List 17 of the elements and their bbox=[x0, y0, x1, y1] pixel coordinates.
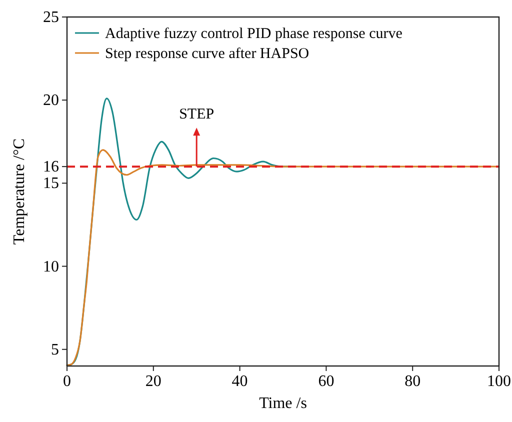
legend-label: Step response curve after HAPSO bbox=[105, 46, 310, 62]
y-tick-label: 10 bbox=[43, 258, 59, 276]
x-tick-label: 40 bbox=[232, 373, 248, 390]
y-tick-label: 16 bbox=[43, 158, 59, 176]
y-tick-label: 25 bbox=[43, 9, 59, 26]
x-tick-label: 0 bbox=[63, 373, 71, 390]
y-axis-title: Temperature /°C bbox=[11, 138, 28, 245]
x-tick-label: 20 bbox=[145, 373, 162, 390]
y-tick-label: 20 bbox=[43, 92, 59, 110]
y-tick-label: 15 bbox=[43, 175, 59, 192]
y-tick-label: 5 bbox=[51, 341, 59, 358]
legend-label: Adaptive fuzzy control PID phase response curve bbox=[105, 26, 403, 42]
annotation: STEP bbox=[179, 106, 214, 123]
x-tick-label: 100 bbox=[487, 373, 511, 390]
x-axis-title: Time /s bbox=[259, 395, 307, 412]
x-tick-label: 60 bbox=[318, 373, 334, 390]
x-tick-label: 80 bbox=[404, 373, 421, 390]
